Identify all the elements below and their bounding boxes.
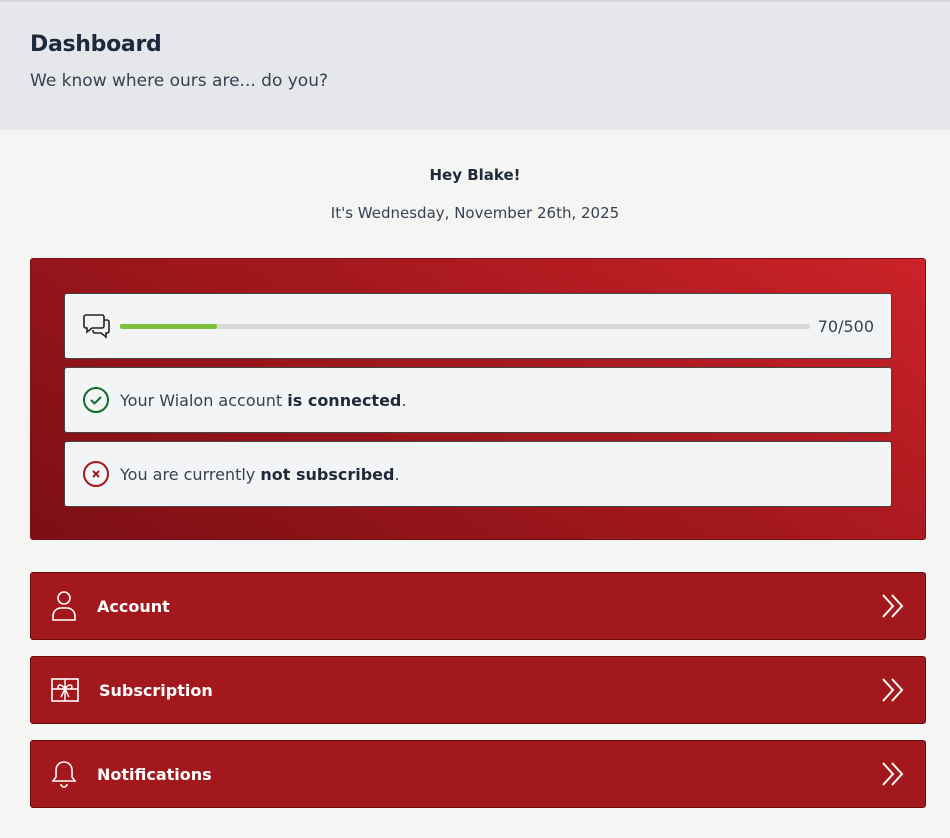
subscription-button[interactable]: Subscription [30,656,926,724]
usage-track [120,323,810,329]
user-icon [52,591,76,621]
status-emphasis: not subscribed [260,464,395,484]
button-label: Notifications [97,764,212,784]
usage-label: 70/500 [817,316,874,336]
notifications-button[interactable]: Notifications [30,740,926,808]
ok-icon [83,387,109,413]
chevron-icon [882,762,904,786]
error-icon [83,461,109,487]
status-prefix: Your Wialon account [120,390,288,410]
gift-icon [51,678,79,702]
status-card: Your Wialon account is connected. [64,367,892,433]
messages-icon [83,314,110,339]
usage-fill [120,323,217,329]
page-title: Dashboard [30,32,162,57]
bell-icon [51,761,77,788]
greeting: Hey Blake! [429,166,521,184]
usage-card: 70/500 [64,293,892,359]
chevron-icon [882,594,904,618]
status-text: Your Wialon account is connected. [120,391,406,410]
status-prefix: You are currently [120,464,261,484]
status-card: You are currently not subscribed. [64,441,892,507]
account-button[interactable]: Account [30,572,926,640]
button-label: Account [97,596,170,616]
page-subtitle: We know where ours are... do you? [30,71,329,91]
date: It's Wednesday, November 26th, 2025 [330,204,620,222]
header: Dashboard We know where ours are... do y… [0,0,950,130]
chevron-icon [882,678,904,702]
status-suffix: . [394,464,400,484]
button-label: Subscription [99,680,213,700]
status-suffix: . [401,390,407,410]
status-panel: 70/500 Your Wialon account is connected.… [30,258,926,540]
status-text: You are currently not subscribed. [120,465,400,484]
status-emphasis: is connected [287,390,402,410]
